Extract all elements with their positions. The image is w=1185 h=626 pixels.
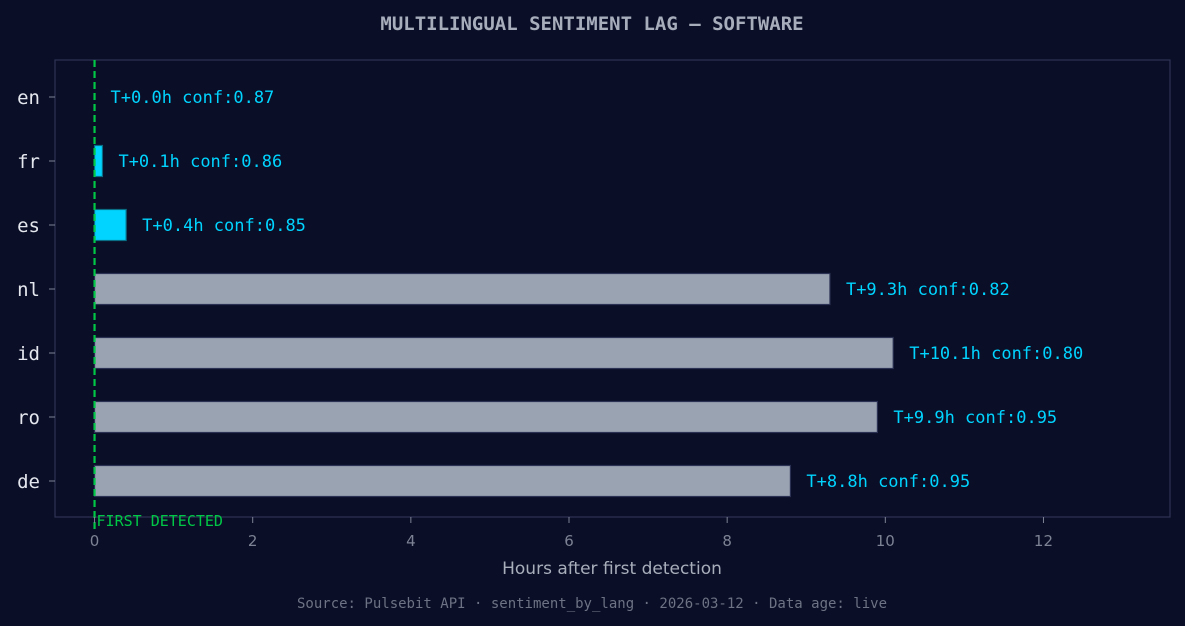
y-axis: en fr es nl id ro de bbox=[17, 87, 55, 493]
y-tick-label-id: id bbox=[17, 343, 40, 365]
x-axis-label: Hours after first detection bbox=[502, 559, 722, 579]
x-axis: 0 2 4 6 8 10 12 bbox=[90, 517, 1053, 550]
data-label-de: T+8.8h conf:0.95 bbox=[806, 472, 970, 492]
y-tick-label-de: de bbox=[17, 471, 40, 493]
data-label-id: T+10.1h conf:0.80 bbox=[909, 344, 1083, 364]
bar-nl bbox=[93, 272, 831, 306]
y-tick-label-es: es bbox=[17, 215, 40, 237]
data-label-fr: T+0.1h conf:0.86 bbox=[118, 152, 282, 172]
x-tick-label-10: 10 bbox=[876, 532, 895, 550]
bar-id bbox=[93, 336, 894, 370]
y-tick-label-ro: ro bbox=[17, 407, 40, 429]
bar-es bbox=[93, 208, 127, 242]
footer-source: Source: Pulsebit API · sentiment_by_lang… bbox=[297, 596, 887, 612]
y-tick-label-nl: nl bbox=[17, 279, 40, 301]
bar-fr bbox=[93, 144, 104, 178]
x-tick-label-4: 4 bbox=[406, 532, 416, 550]
reference-line-group: FIRST DETECTED bbox=[93, 60, 223, 530]
data-label-nl: T+9.3h conf:0.82 bbox=[846, 280, 1010, 300]
first-detected-label: FIRST DETECTED bbox=[97, 512, 223, 530]
data-label-ro: T+9.9h conf:0.95 bbox=[893, 408, 1057, 428]
data-label-es: T+0.4h conf:0.85 bbox=[142, 216, 306, 236]
chart-title: MULTILINGUAL SENTIMENT LAG — SOFTWARE bbox=[380, 13, 803, 35]
x-tick-label-0: 0 bbox=[90, 532, 100, 550]
y-tick-label-en: en bbox=[17, 87, 40, 109]
data-label-en: T+0.0h conf:0.87 bbox=[111, 88, 275, 108]
x-tick-label-2: 2 bbox=[248, 532, 258, 550]
bars-group: T+0.0h conf:0.87 T+0.1h conf:0.86 T+0.4h c… bbox=[93, 88, 1083, 498]
x-tick-label-8: 8 bbox=[722, 532, 732, 550]
x-tick-label-12: 12 bbox=[1034, 532, 1053, 550]
y-tick-label-fr: fr bbox=[17, 151, 40, 173]
bar-ro bbox=[93, 400, 879, 434]
bar-de bbox=[93, 464, 792, 498]
x-tick-label-6: 6 bbox=[564, 532, 574, 550]
